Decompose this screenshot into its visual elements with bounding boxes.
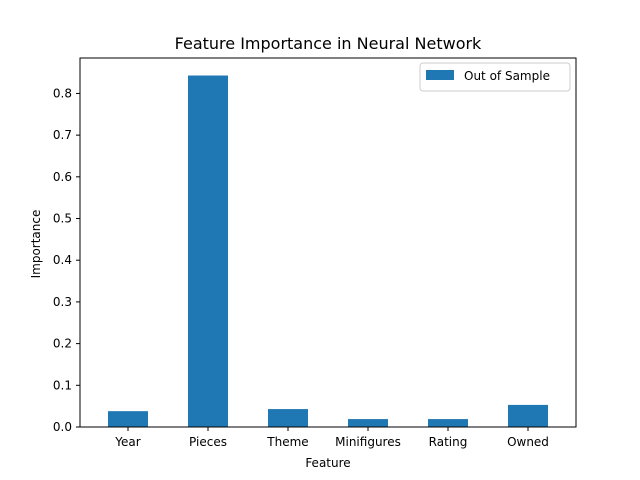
y-tick-label: 0.4 bbox=[53, 253, 72, 267]
legend: Out of Sample bbox=[419, 62, 571, 92]
y-tick-label: 0.1 bbox=[53, 378, 72, 392]
x-tick-label: Pieces bbox=[189, 435, 227, 449]
bar-theme bbox=[268, 409, 308, 427]
plot-area bbox=[79, 57, 577, 428]
chart-title: Feature Importance in Neural Network bbox=[175, 34, 482, 53]
y-axis: 0.0 0.1 0.2 0.3 0.4 0.5 0.6 0.7 0.8 bbox=[53, 86, 80, 434]
y-tick-label: 0.7 bbox=[53, 128, 72, 142]
y-tick-label: 0.8 bbox=[53, 86, 72, 100]
axes-frame bbox=[79, 57, 577, 428]
x-tick-label: Minifigures bbox=[335, 435, 401, 449]
x-axis-label: Feature bbox=[305, 456, 350, 470]
y-tick-label: 0.2 bbox=[53, 337, 72, 351]
y-tick-label: 0.3 bbox=[53, 295, 72, 309]
y-tick-label: 0.0 bbox=[53, 420, 72, 434]
x-tick-label: Owned bbox=[507, 435, 549, 449]
bar-minifigures bbox=[348, 419, 388, 427]
bar-pieces bbox=[188, 75, 228, 427]
bar-year bbox=[108, 411, 148, 427]
y-axis-label: Importance bbox=[29, 210, 43, 279]
x-tick-label: Rating bbox=[429, 435, 468, 449]
bar-rating bbox=[428, 419, 468, 427]
bar-owned bbox=[508, 404, 548, 427]
y-tick-label: 0.5 bbox=[53, 212, 72, 226]
x-tick-label: Theme bbox=[266, 435, 308, 449]
x-tick-label: Year bbox=[114, 435, 140, 449]
legend-label: Out of Sample bbox=[464, 69, 550, 83]
x-axis: Year Pieces Theme Minifigures Rating Owned bbox=[114, 427, 549, 449]
legend-swatch bbox=[426, 70, 454, 80]
y-tick-label: 0.6 bbox=[53, 170, 72, 184]
legend-frame bbox=[419, 62, 571, 92]
